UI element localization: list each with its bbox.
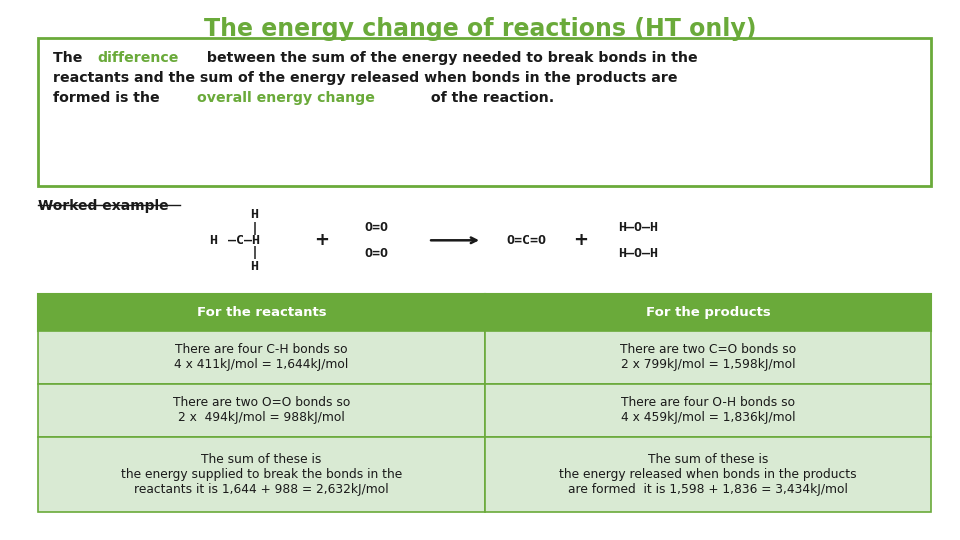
Text: O=C=O: O=C=O <box>506 234 546 247</box>
Text: +: + <box>314 231 329 249</box>
Text: H: H <box>251 208 258 221</box>
Text: H: H <box>251 260 258 273</box>
Text: of the reaction.: of the reaction. <box>426 91 555 105</box>
Text: +: + <box>573 231 588 249</box>
FancyBboxPatch shape <box>485 384 931 437</box>
FancyBboxPatch shape <box>38 384 485 437</box>
Text: difference: difference <box>97 51 179 65</box>
Text: O=O: O=O <box>365 247 388 260</box>
Text: There are four O-H bonds so
4 x 459kJ/mol = 1,836kJ/mol: There are four O-H bonds so 4 x 459kJ/mo… <box>621 396 795 424</box>
FancyBboxPatch shape <box>38 437 485 512</box>
FancyBboxPatch shape <box>38 294 485 331</box>
FancyBboxPatch shape <box>485 437 931 512</box>
FancyBboxPatch shape <box>485 294 931 331</box>
Text: –C–H: –C–H <box>228 234 259 247</box>
FancyBboxPatch shape <box>38 38 931 186</box>
Text: There are four C-H bonds so
4 x 411kJ/mol = 1,644kJ/mol: There are four C-H bonds so 4 x 411kJ/mo… <box>175 343 348 372</box>
Text: There are two C=O bonds so
2 x 799kJ/mol = 1,598kJ/mol: There are two C=O bonds so 2 x 799kJ/mol… <box>620 343 796 372</box>
Text: The sum of these is
the energy released when bonds in the products
are formed  i: The sum of these is the energy released … <box>559 453 857 496</box>
Text: The: The <box>53 51 87 65</box>
Text: Worked example: Worked example <box>38 199 169 213</box>
Text: For the products: For the products <box>646 306 770 319</box>
Text: H: H <box>209 234 217 247</box>
Text: The energy change of reactions (HT only): The energy change of reactions (HT only) <box>204 17 756 41</box>
FancyBboxPatch shape <box>38 331 485 384</box>
Text: There are two O=O bonds so
2 x  494kJ/mol = 988kJ/mol: There are two O=O bonds so 2 x 494kJ/mol… <box>173 396 350 424</box>
Text: |: | <box>251 246 258 259</box>
Text: between the sum of the energy needed to break bonds in the: between the sum of the energy needed to … <box>202 51 698 65</box>
Text: overall energy change: overall energy change <box>197 91 374 105</box>
Text: O=O: O=O <box>365 221 388 234</box>
Text: formed is the: formed is the <box>53 91 164 105</box>
Text: The sum of these is
the energy supplied to break the bonds in the
reactants it i: The sum of these is the energy supplied … <box>121 453 402 496</box>
Text: H–O–H: H–O–H <box>618 221 659 234</box>
Text: For the reactants: For the reactants <box>197 306 326 319</box>
FancyBboxPatch shape <box>485 331 931 384</box>
Text: reactants and the sum of the energy released when bonds in the products are: reactants and the sum of the energy rele… <box>53 71 678 85</box>
Text: |: | <box>251 222 258 235</box>
Text: H–O–H: H–O–H <box>618 247 659 260</box>
